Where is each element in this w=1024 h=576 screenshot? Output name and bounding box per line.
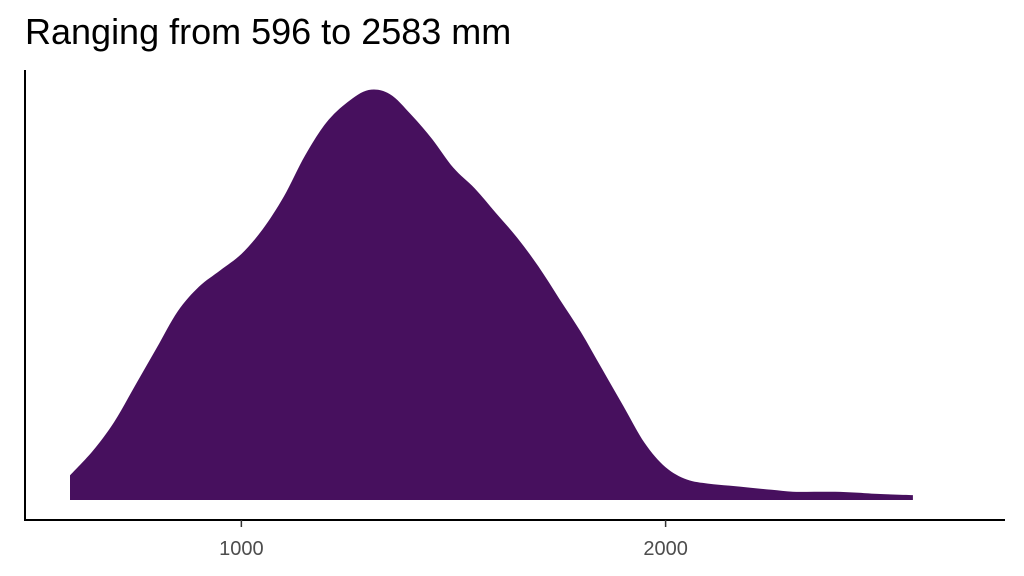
x-tick-label: 2000 (643, 538, 688, 560)
x-tick-label: 1000 (219, 538, 264, 560)
density-area-0 (70, 89, 913, 501)
chart-title: Ranging from 596 to 2583 mm (25, 11, 512, 52)
x-tick-layer: 1000 2000 (219, 520, 688, 560)
series-layer (70, 89, 913, 501)
